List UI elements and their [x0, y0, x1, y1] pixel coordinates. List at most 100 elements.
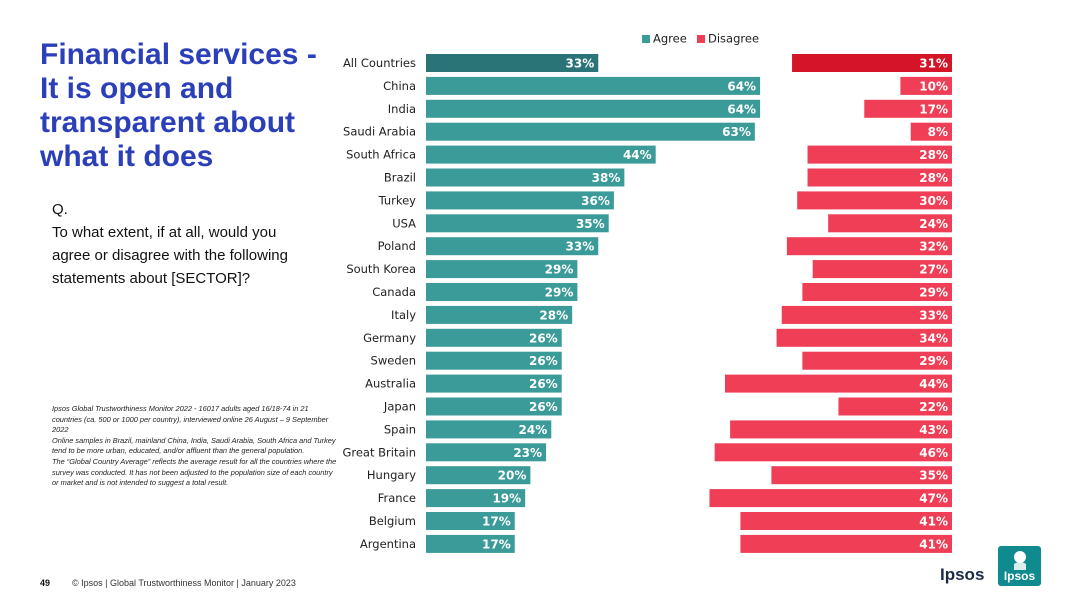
agree-value-label: 33%	[566, 57, 595, 71]
agree-bar	[426, 351, 562, 370]
disagree-value-label: 41%	[919, 537, 948, 551]
footer-copyright: © Ipsos | Global Trustworthiness Monitor…	[72, 578, 296, 588]
category-label: South Korea	[346, 262, 416, 276]
agree-bar	[426, 466, 531, 485]
page-number: 49	[40, 578, 51, 588]
agree-bar	[426, 489, 526, 508]
agree-value-label: 35%	[576, 217, 605, 231]
disagree-bar	[776, 328, 952, 347]
category-label: Germany	[363, 331, 416, 345]
disagree-value-label: 30%	[919, 194, 948, 208]
agree-bar	[426, 76, 761, 95]
agree-value-label: 64%	[727, 102, 756, 116]
category-label: Argentina	[360, 537, 416, 551]
agree-disagree-chart: Agree Disagree All Countries 33% 31% China 64%…	[342, 32, 952, 553]
disagree-bar	[714, 443, 952, 462]
disagree-bar	[900, 76, 952, 95]
ipsos-logo-text: Ipsos	[940, 565, 985, 584]
disagree-value-label: 28%	[919, 148, 948, 162]
agree-value-label: 26%	[529, 377, 558, 391]
category-label: Spain	[384, 422, 416, 436]
disagree-bar	[802, 283, 952, 301]
disagree-value-label: 44%	[919, 377, 948, 391]
category-label: Japan	[383, 400, 416, 414]
ipsos-logo-badge: Ipsos	[998, 546, 1041, 586]
survey-question: Q. To what extent, if at all, would you …	[52, 198, 292, 290]
category-label: Great Britain	[342, 445, 416, 459]
disagree-bar	[864, 99, 952, 118]
disagree-bar	[740, 534, 952, 553]
disagree-value-label: 24%	[919, 217, 948, 231]
agree-value-label: 28%	[539, 308, 568, 322]
legend-agree-swatch	[642, 35, 650, 43]
agree-value-label: 38%	[592, 171, 621, 185]
disagree-bar	[771, 466, 952, 485]
agree-value-label: 17%	[482, 537, 511, 551]
disagree-bar	[740, 512, 952, 530]
agree-bar	[426, 374, 562, 393]
disagree-value-label: 27%	[919, 263, 948, 277]
disagree-value-label: 47%	[919, 492, 948, 506]
agree-value-label: 19%	[492, 492, 521, 506]
category-label: Belgium	[369, 514, 416, 528]
disagree-bar	[781, 305, 952, 324]
agree-bar	[426, 420, 552, 439]
category-label: Turkey	[378, 193, 417, 207]
category-label: India	[388, 102, 416, 116]
disagree-value-label: 28%	[919, 171, 948, 185]
disagree-value-label: 10%	[919, 79, 948, 93]
agree-value-label: 33%	[566, 240, 595, 254]
disagree-value-label: 8%	[928, 125, 948, 139]
agree-bar	[426, 283, 578, 301]
question-text: To what extent, if at all, would you agr…	[52, 224, 288, 287]
agree-value-label: 20%	[498, 469, 527, 483]
agree-value-label: 24%	[519, 423, 548, 437]
disagree-value-label: 29%	[919, 286, 948, 300]
disagree-bar	[807, 145, 952, 164]
logo-mark-icon	[1014, 551, 1026, 570]
disagree-value-label: 41%	[919, 515, 948, 529]
agree-bar	[426, 191, 614, 210]
legend-agree-label: Agree	[653, 32, 687, 46]
agree-bar	[426, 305, 573, 324]
category-label: All Countries	[343, 56, 416, 70]
agree-bar	[426, 397, 562, 416]
agree-value-label: 63%	[722, 125, 751, 139]
agree-bar	[426, 214, 609, 233]
disagree-bar	[724, 374, 952, 393]
disagree-value-label: 34%	[919, 331, 948, 345]
category-label: Sweden	[371, 354, 416, 368]
disagree-bar	[838, 397, 952, 416]
disagree-bar	[730, 420, 952, 439]
disagree-bar	[786, 237, 952, 256]
disagree-bar	[792, 54, 952, 72]
category-label: Poland	[378, 239, 416, 253]
agree-value-label: 64%	[727, 79, 756, 93]
disagree-value-label: 17%	[919, 102, 948, 116]
category-label: USA	[392, 216, 416, 230]
category-label: Italy	[391, 308, 416, 322]
disagree-value-label: 46%	[919, 446, 948, 460]
disagree-value-label: 33%	[919, 308, 948, 322]
category-label: Hungary	[367, 468, 416, 482]
category-label: Australia	[365, 377, 416, 391]
disagree-value-label: 22%	[919, 400, 948, 414]
category-label: China	[383, 79, 416, 93]
disagree-value-label: 29%	[919, 354, 948, 368]
legend-disagree-label: Disagree	[708, 32, 759, 46]
category-label: Saudi Arabia	[343, 125, 416, 139]
disagree-bar	[807, 168, 952, 187]
agree-bar	[426, 237, 599, 256]
page-title: Financial services - It is open and tran…	[40, 38, 317, 173]
agree-bar	[426, 534, 515, 553]
agree-bar	[426, 260, 578, 279]
category-label: France	[378, 491, 416, 505]
disagree-value-label: 32%	[919, 240, 948, 254]
agree-value-label: 36%	[581, 194, 610, 208]
agree-bar	[426, 328, 562, 347]
agree-bar	[426, 99, 761, 118]
category-label: South Africa	[346, 148, 416, 162]
methodology-notes: Ipsos Global Trustworthiness Monitor 202…	[52, 404, 337, 489]
agree-value-label: 29%	[545, 263, 574, 277]
note-sample: Ipsos Global Trustworthiness Monitor 202…	[52, 404, 329, 435]
